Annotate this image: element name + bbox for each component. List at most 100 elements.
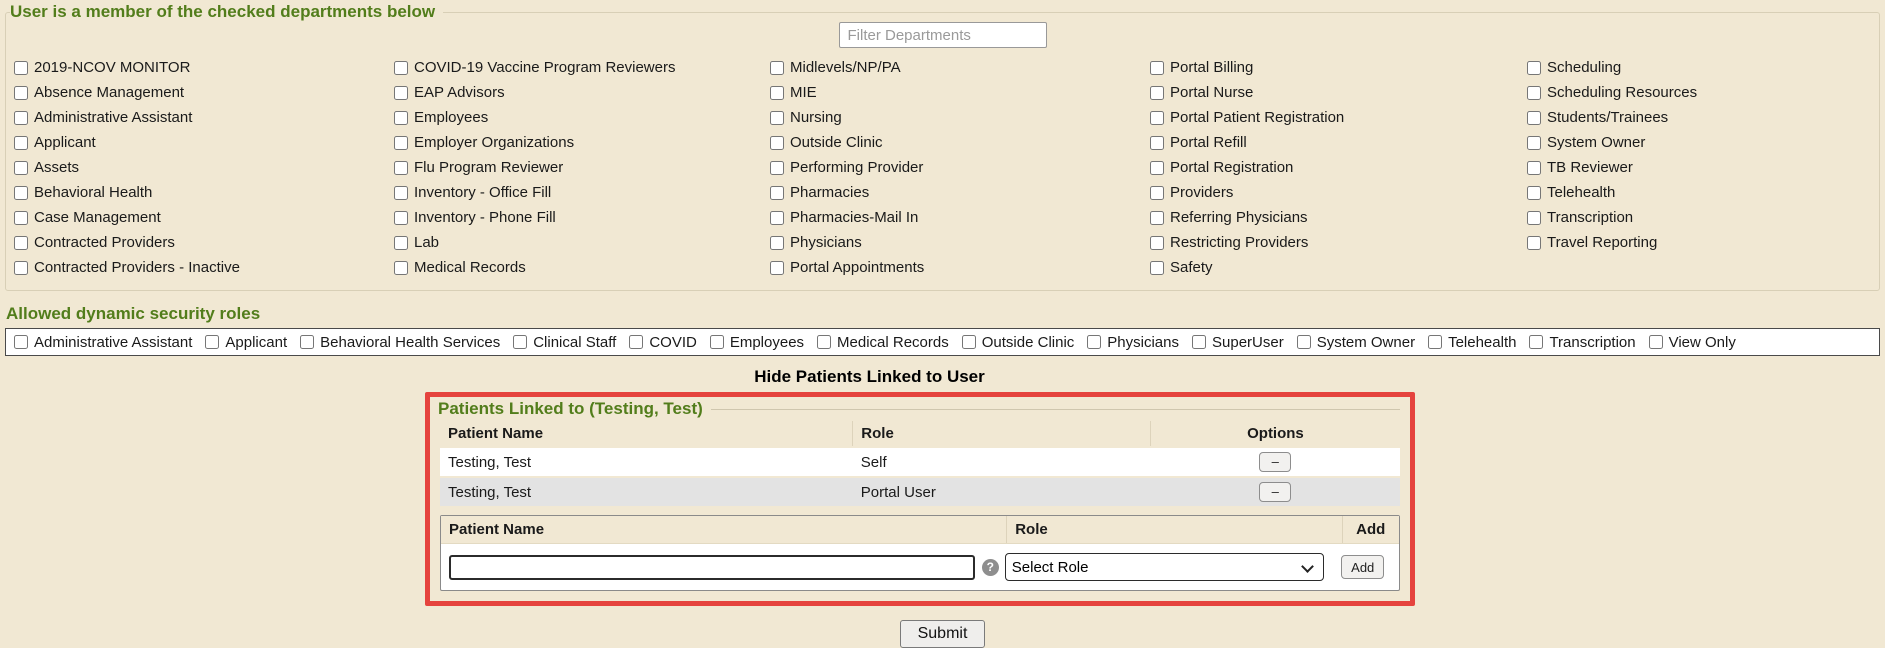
role-behavioral-health-services-checkbox[interactable]: [300, 335, 315, 349]
department-assets[interactable]: Assets: [14, 155, 394, 180]
department-inventory-office-fill[interactable]: Inventory - Office Fill: [394, 180, 770, 205]
department-transcription-checkbox[interactable]: [1527, 210, 1541, 225]
role-system-owner-checkbox[interactable]: [1296, 335, 1311, 349]
department-safety-checkbox[interactable]: [1150, 260, 1164, 275]
department-flu-program-reviewer[interactable]: Flu Program Reviewer: [394, 155, 770, 180]
department-eap-advisors-checkbox[interactable]: [394, 85, 408, 100]
department-safety[interactable]: Safety: [1150, 255, 1527, 280]
department-telehealth-checkbox[interactable]: [1527, 185, 1541, 200]
department-assets-checkbox[interactable]: [14, 160, 28, 175]
department-employees[interactable]: Employees: [394, 105, 770, 130]
role-administrative-assistant-checkbox[interactable]: [14, 335, 28, 349]
department-scheduling-resources-checkbox[interactable]: [1527, 85, 1541, 100]
department-performing-provider-checkbox[interactable]: [770, 160, 784, 175]
department-system-owner-checkbox[interactable]: [1527, 135, 1541, 150]
department-portal-registration[interactable]: Portal Registration: [1150, 155, 1527, 180]
department-travel-reporting-checkbox[interactable]: [1527, 235, 1541, 250]
department-medical-records-checkbox[interactable]: [394, 260, 408, 275]
department-restricting-providers[interactable]: Restricting Providers: [1150, 230, 1527, 255]
department-outside-clinic[interactable]: Outside Clinic: [770, 130, 1150, 155]
department-providers[interactable]: Providers: [1150, 180, 1527, 205]
role-superuser-checkbox[interactable]: [1192, 335, 1206, 349]
department-inventory-phone-fill-checkbox[interactable]: [394, 210, 408, 225]
department-flu-program-reviewer-checkbox[interactable]: [394, 160, 408, 175]
department-referring-physicians[interactable]: Referring Physicians: [1150, 205, 1527, 230]
role-view-only-checkbox[interactable]: [1648, 335, 1663, 349]
department-pharmacies-mail-in-checkbox[interactable]: [770, 210, 784, 225]
role-administrative-assistant[interactable]: Administrative Assistant: [14, 332, 192, 352]
department-portal-nurse-checkbox[interactable]: [1150, 85, 1164, 100]
department-contracted-providers-checkbox[interactable]: [14, 235, 28, 250]
department-students-trainees-checkbox[interactable]: [1527, 110, 1541, 125]
role-covid[interactable]: COVID: [629, 332, 697, 352]
department-transcription[interactable]: Transcription: [1527, 205, 1871, 230]
department-outside-clinic-checkbox[interactable]: [770, 135, 784, 150]
help-icon[interactable]: ?: [981, 558, 999, 576]
remove-patient-button[interactable]: –: [1259, 482, 1292, 502]
department-covid-19-vaccine-program-reviewers-checkbox[interactable]: [394, 60, 408, 75]
department-absence-management[interactable]: Absence Management: [14, 80, 394, 105]
department-behavioral-health-checkbox[interactable]: [14, 185, 28, 200]
role-clinical-staff-checkbox[interactable]: [513, 335, 528, 349]
department-lab[interactable]: Lab: [394, 230, 770, 255]
department-portal-refill-checkbox[interactable]: [1150, 135, 1164, 150]
department-inventory-office-fill-checkbox[interactable]: [394, 185, 408, 200]
role-applicant-checkbox[interactable]: [205, 335, 220, 349]
role-transcription-checkbox[interactable]: [1529, 335, 1544, 349]
department-employer-organizations-checkbox[interactable]: [394, 135, 408, 150]
department-case-management-checkbox[interactable]: [14, 210, 28, 225]
role-superuser[interactable]: SuperUser: [1192, 332, 1284, 352]
department-students-trainees[interactable]: Students/Trainees: [1527, 105, 1871, 130]
department-providers-checkbox[interactable]: [1150, 185, 1164, 200]
role-select[interactable]: Select Role: [1004, 553, 1325, 581]
department-absence-management-checkbox[interactable]: [14, 85, 28, 100]
department-2019-ncov-monitor-checkbox[interactable]: [14, 60, 28, 75]
role-clinical-staff[interactable]: Clinical Staff: [513, 332, 616, 352]
department-midlevels-np-pa[interactable]: Midlevels/NP/PA: [770, 55, 1150, 80]
department-pharmacies[interactable]: Pharmacies: [770, 180, 1150, 205]
role-transcription[interactable]: Transcription: [1529, 332, 1636, 352]
department-behavioral-health[interactable]: Behavioral Health: [14, 180, 394, 205]
role-telehealth-checkbox[interactable]: [1428, 335, 1443, 349]
department-telehealth[interactable]: Telehealth: [1527, 180, 1871, 205]
role-system-owner[interactable]: System Owner: [1296, 332, 1415, 352]
role-employees-checkbox[interactable]: [709, 335, 724, 349]
department-inventory-phone-fill[interactable]: Inventory - Phone Fill: [394, 205, 770, 230]
patient-name-input[interactable]: [449, 554, 975, 580]
department-covid-19-vaccine-program-reviewers[interactable]: COVID-19 Vaccine Program Reviewers: [394, 55, 770, 80]
department-eap-advisors[interactable]: EAP Advisors: [394, 80, 770, 105]
department-pharmacies-mail-in[interactable]: Pharmacies-Mail In: [770, 205, 1150, 230]
role-physicians-checkbox[interactable]: [1087, 335, 1102, 349]
department-nursing[interactable]: Nursing: [770, 105, 1150, 130]
department-case-management[interactable]: Case Management: [14, 205, 394, 230]
role-employees[interactable]: Employees: [709, 332, 804, 352]
department-scheduling-resources[interactable]: Scheduling Resources: [1527, 80, 1871, 105]
department-mie[interactable]: MIE: [770, 80, 1150, 105]
department-nursing-checkbox[interactable]: [770, 110, 784, 125]
department-pharmacies-checkbox[interactable]: [770, 185, 784, 200]
department-referring-physicians-checkbox[interactable]: [1150, 210, 1164, 225]
department-portal-refill[interactable]: Portal Refill: [1150, 130, 1527, 155]
submit-button[interactable]: Submit: [899, 620, 986, 648]
filter-departments-input[interactable]: [838, 22, 1047, 48]
department-tb-reviewer[interactable]: TB Reviewer: [1527, 155, 1871, 180]
hide-patients-toggle[interactable]: Hide Patients Linked to User: [754, 367, 985, 386]
role-physicians[interactable]: Physicians: [1087, 332, 1179, 352]
role-applicant[interactable]: Applicant: [205, 332, 287, 352]
department-administrative-assistant[interactable]: Administrative Assistant: [14, 105, 394, 130]
role-outside-clinic-checkbox[interactable]: [961, 335, 976, 349]
department-portal-patient-registration-checkbox[interactable]: [1150, 110, 1164, 125]
department-lab-checkbox[interactable]: [394, 235, 408, 250]
department-applicant[interactable]: Applicant: [14, 130, 394, 155]
department-employer-organizations[interactable]: Employer Organizations: [394, 130, 770, 155]
remove-patient-button[interactable]: –: [1259, 452, 1292, 472]
department-administrative-assistant-checkbox[interactable]: [14, 110, 28, 125]
department-scheduling-checkbox[interactable]: [1527, 60, 1541, 75]
department-portal-billing[interactable]: Portal Billing: [1150, 55, 1527, 80]
role-outside-clinic[interactable]: Outside Clinic: [961, 332, 1074, 352]
role-medical-records[interactable]: Medical Records: [817, 332, 949, 352]
role-view-only[interactable]: View Only: [1648, 332, 1736, 352]
add-button[interactable]: Add: [1341, 555, 1385, 579]
department-mie-checkbox[interactable]: [770, 85, 784, 100]
department-midlevels-np-pa-checkbox[interactable]: [770, 60, 784, 75]
